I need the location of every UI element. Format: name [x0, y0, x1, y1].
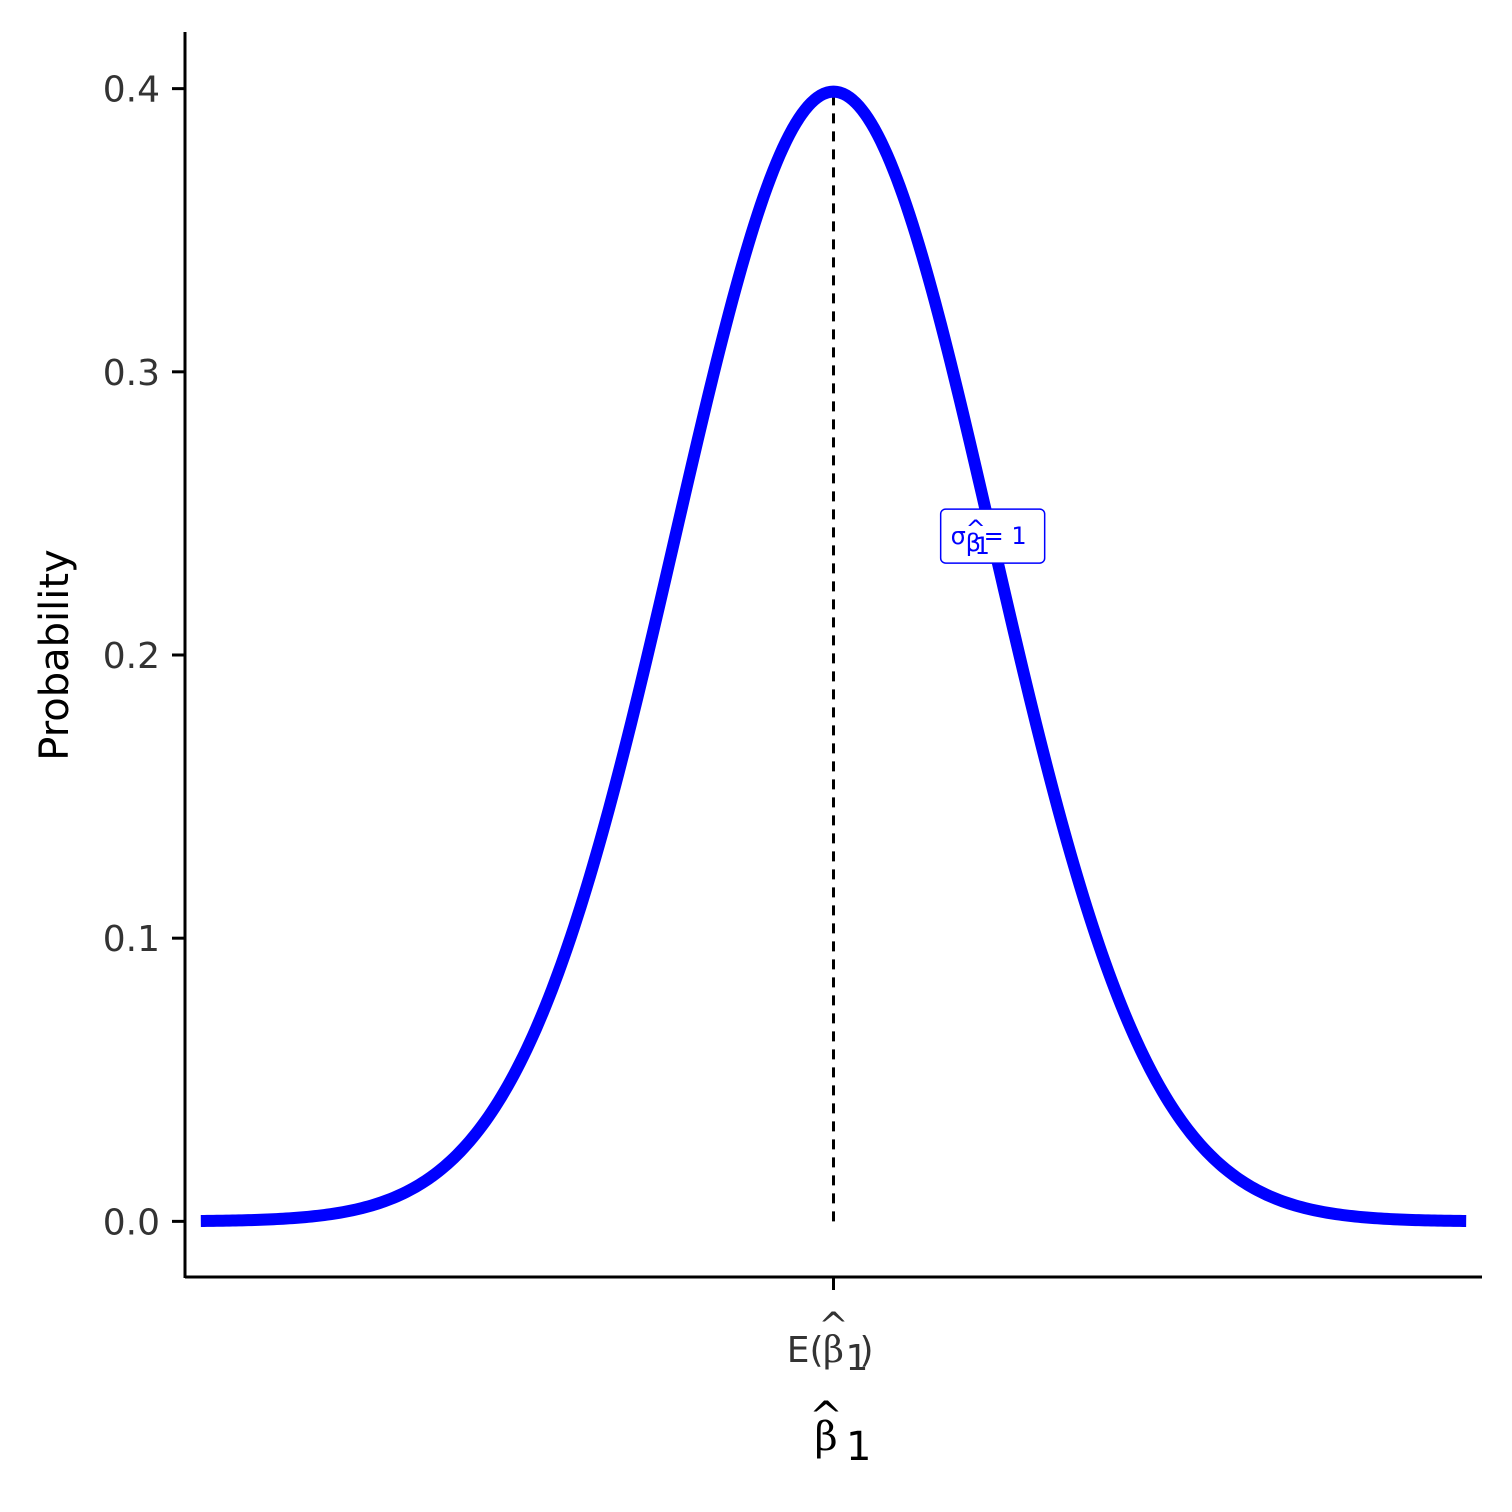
- x-axis-title-hat: ^: [809, 1394, 843, 1440]
- annotation-sub-hat: ^: [966, 515, 986, 543]
- x-tick-label-subscript: 1: [846, 1338, 869, 1379]
- annotation-sigma: σ: [951, 522, 966, 550]
- y-axis-title: Probability: [32, 549, 78, 760]
- x-axis-ticks: E(β^1): [787, 1277, 874, 1379]
- annotation-value: = 1: [984, 522, 1027, 550]
- y-tick-label: 0.0: [103, 1202, 160, 1243]
- x-tick-label: E(β^1): [787, 1306, 874, 1379]
- y-axis-ticks: 0.0 0.1 0.2 0.3 0.4: [103, 70, 185, 1243]
- annotation-box: [939, 508, 1046, 564]
- density-curve: [197, 85, 1470, 1227]
- annotation-sub-subscript: 1: [975, 532, 990, 560]
- x-axis-title-subscript: 1: [846, 1424, 871, 1470]
- y-tick-label: 0.4: [103, 70, 160, 111]
- x-tick-label-symbol: β: [823, 1330, 844, 1371]
- x-tick-label-prefix: E(: [787, 1330, 824, 1371]
- x-axis-title: β ^ 1: [809, 1394, 871, 1470]
- y-tick-label: 0.3: [103, 353, 160, 394]
- sigma-annotation-label: σ β^1 = 1: [939, 508, 1046, 564]
- x-axis-title-symbol: β: [814, 1414, 837, 1460]
- x-tick-label-hat: ^: [818, 1306, 848, 1347]
- x-tick-label-suffix: ): [860, 1330, 874, 1371]
- annotation-sub-symbol: β: [966, 529, 981, 557]
- y-tick-label: 0.2: [103, 636, 160, 677]
- y-tick-label: 0.1: [103, 919, 160, 960]
